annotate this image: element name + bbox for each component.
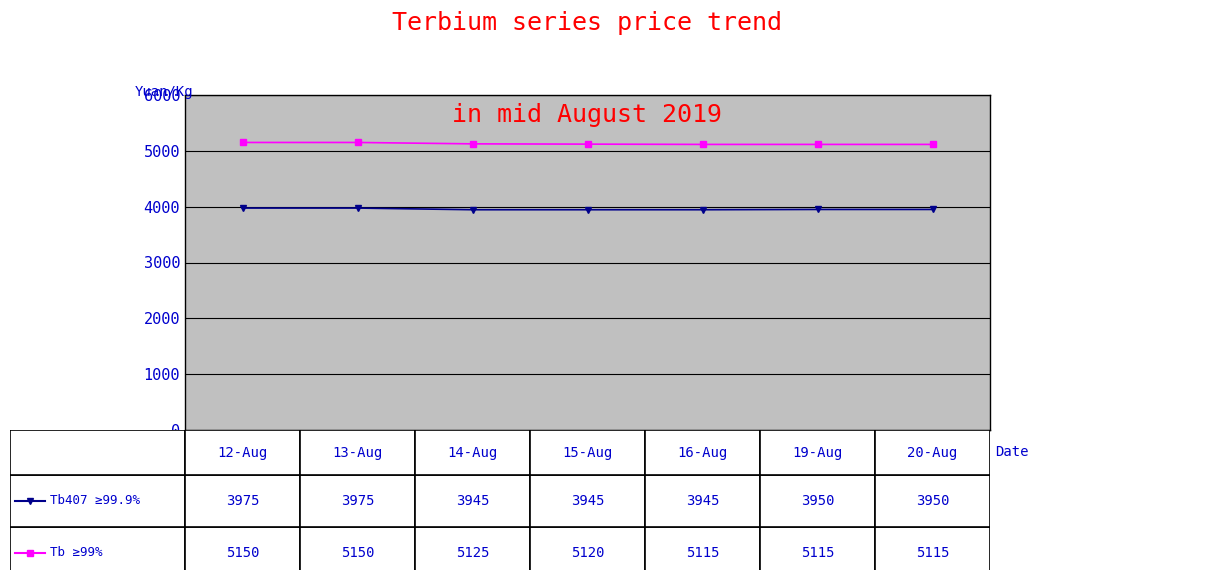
Bar [530,475,645,527]
Bar [10,475,185,527]
Bar [10,527,185,570]
Bar [301,527,415,570]
Bar [645,430,760,475]
Text: 15-Aug: 15-Aug [562,446,613,459]
Text: 3945: 3945 [571,494,605,508]
Bar [875,527,990,570]
Text: 3950: 3950 [916,494,949,508]
Text: 14-Aug: 14-Aug [448,446,497,459]
Text: 5115: 5115 [686,546,719,560]
Bar [10,430,185,475]
Bar [415,527,530,570]
Bar [760,527,875,570]
Text: 5150: 5150 [340,546,374,560]
Text: in mid August 2019: in mid August 2019 [453,103,723,127]
Bar [875,475,990,527]
Text: 5150: 5150 [226,546,260,560]
Text: 3945: 3945 [686,494,719,508]
Text: 19-Aug: 19-Aug [792,446,842,459]
Text: 16-Aug: 16-Aug [677,446,728,459]
Text: 20-Aug: 20-Aug [908,446,957,459]
Text: 3945: 3945 [456,494,489,508]
Bar [185,430,301,475]
Text: Date: Date [995,446,1028,459]
Text: 3975: 3975 [226,494,260,508]
Text: Tb ≥99%: Tb ≥99% [49,547,103,560]
Text: 5115: 5115 [800,546,834,560]
Bar [875,430,990,475]
Bar [301,430,415,475]
Text: 5115: 5115 [916,546,949,560]
Text: 13-Aug: 13-Aug [332,446,383,459]
Bar [301,475,415,527]
Text: Tb407 ≥99.9%: Tb407 ≥99.9% [49,495,140,507]
Text: Yuan/Kg: Yuan/Kg [135,85,193,99]
Bar [415,430,530,475]
Bar [530,527,645,570]
Bar [760,430,875,475]
Bar [185,475,301,527]
Text: 5120: 5120 [571,546,605,560]
Text: 12-Aug: 12-Aug [217,446,268,459]
Text: 3950: 3950 [800,494,834,508]
Text: 3975: 3975 [340,494,374,508]
Text: Terbium series price trend: Terbium series price trend [392,11,782,35]
Bar [760,475,875,527]
Bar [415,475,530,527]
Text: 5125: 5125 [456,546,489,560]
Bar [185,527,301,570]
Bar [645,527,760,570]
Bar [530,430,645,475]
Bar [645,475,760,527]
